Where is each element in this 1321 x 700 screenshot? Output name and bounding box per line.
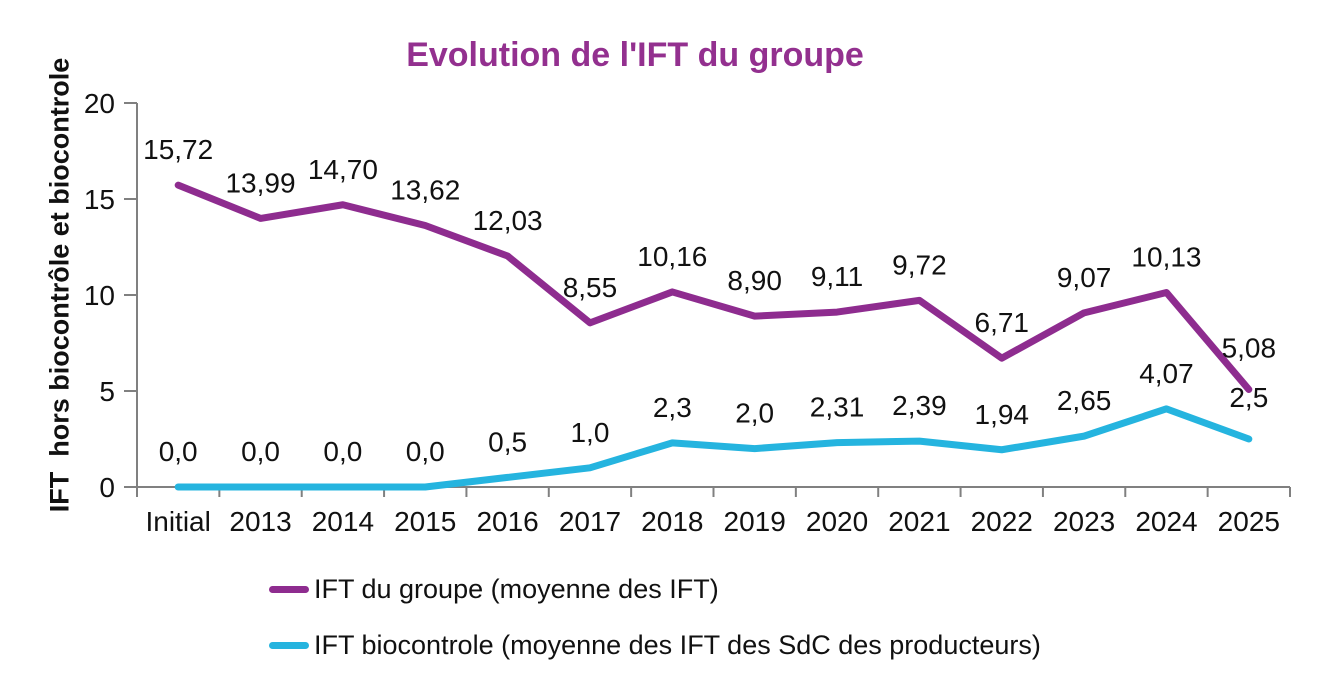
data-label: 0,0: [406, 436, 445, 467]
x-tick-label: 2019: [724, 506, 786, 537]
y-tick-label: 15: [84, 184, 115, 215]
data-label: 0,5: [488, 426, 527, 457]
data-label: 10,16: [637, 241, 707, 272]
series-line-ift-biocontrole: [174, 405, 1253, 491]
x-tick-label: 2025: [1218, 506, 1280, 537]
x-tick-label: 2013: [229, 506, 291, 537]
chart-title: Evolution de l'IFT du groupe: [406, 36, 864, 74]
x-tick-label: 2024: [1135, 506, 1197, 537]
data-label: 2,31: [810, 392, 865, 423]
x-tick-label: 2016: [476, 506, 538, 537]
x-tick-label: 2021: [888, 506, 950, 537]
legend-swatch-ift-biocontrole: [269, 642, 309, 649]
data-label: 13,99: [225, 167, 295, 198]
data-label: 0,0: [159, 436, 198, 467]
data-label: 13,62: [390, 174, 460, 205]
data-label: 2,0: [735, 398, 774, 429]
x-tick-label: 2022: [971, 506, 1033, 537]
legend-item-ift-groupe: IFT du groupe (moyenne des IFT): [269, 574, 1041, 605]
data-label: 12,03: [473, 205, 543, 236]
data-label: 1,94: [975, 399, 1030, 430]
data-label: 2,39: [892, 390, 947, 421]
data-label: 9,72: [892, 249, 947, 280]
x-tick-label: 2020: [806, 506, 868, 537]
x-tick-label: 2017: [559, 506, 621, 537]
x-tick-label: Initial: [145, 506, 210, 537]
data-label: 2,3: [653, 392, 692, 423]
legend-swatch-ift-groupe: [269, 586, 309, 593]
legend-label-ift-biocontrole: IFT biocontrole (moyenne des IFT des SdC…: [314, 630, 1041, 660]
data-label: 9,11: [811, 261, 863, 292]
x-tick-label: 2015: [394, 506, 456, 537]
data-label: 1,0: [570, 417, 609, 448]
data-label: 15,72: [143, 134, 213, 165]
data-label: 10,13: [1131, 242, 1201, 273]
y-tick-label: 10: [84, 280, 115, 311]
data-label: 4,07: [1139, 358, 1194, 389]
data-label: 0,0: [323, 436, 362, 467]
y-tick-label: 5: [99, 376, 115, 407]
series-line-ift-groupe: [174, 181, 1253, 393]
data-label: 6,71: [975, 307, 1030, 338]
data-label: 5,08: [1222, 332, 1277, 363]
data-label: 2,65: [1057, 385, 1112, 416]
data-label: 14,70: [308, 154, 378, 185]
data-label: 8,55: [563, 272, 618, 303]
y-tick-label: 0: [99, 472, 115, 503]
legend: IFT du groupe (moyenne des IFT) IFT bioc…: [269, 574, 1041, 661]
y-tick-label: 20: [84, 88, 115, 119]
x-tick-label: 2023: [1053, 506, 1115, 537]
data-label: 2,5: [1229, 382, 1268, 413]
x-tick-label: 2014: [312, 506, 374, 537]
data-label: 0,0: [241, 436, 280, 467]
data-label: 8,90: [727, 265, 782, 296]
data-label: 9,07: [1057, 262, 1112, 293]
legend-label-ift-groupe: IFT du groupe (moyenne des IFT): [314, 574, 719, 604]
legend-item-ift-biocontrole: IFT biocontrole (moyenne des IFT des SdC…: [269, 630, 1041, 661]
x-tick-label: 2018: [641, 506, 703, 537]
